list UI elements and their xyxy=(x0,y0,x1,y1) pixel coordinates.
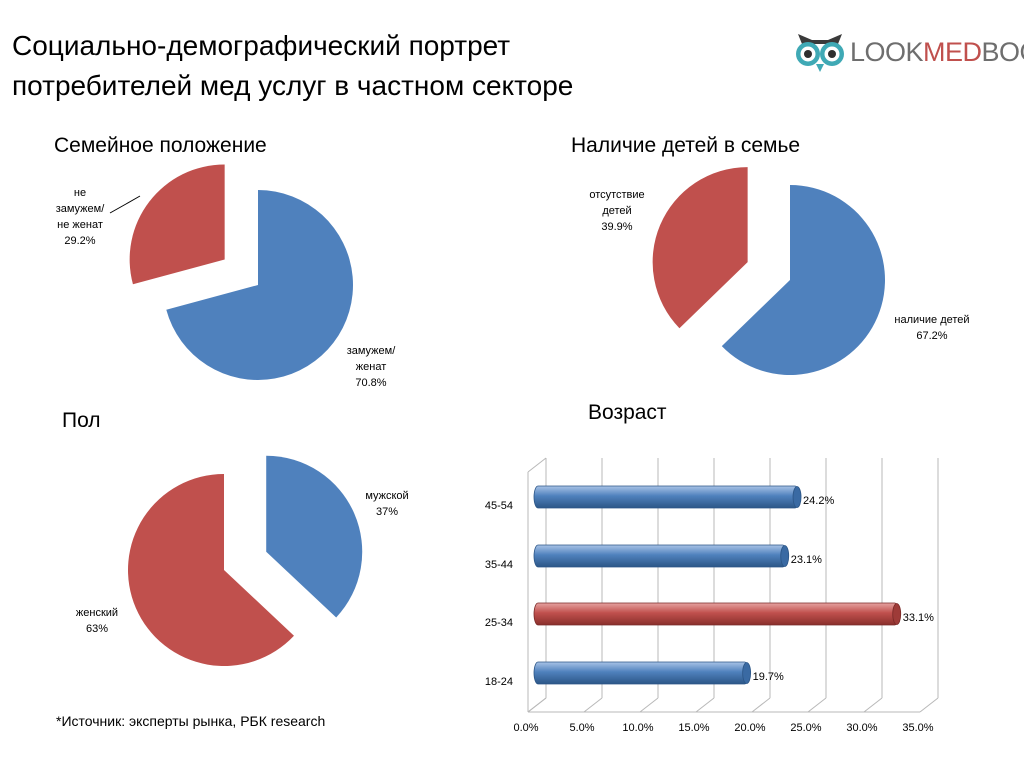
bar xyxy=(533,544,788,568)
logo-part-look: LOOK xyxy=(850,37,924,67)
gridline xyxy=(863,697,883,713)
gridline xyxy=(751,697,771,713)
label-line: детей xyxy=(602,205,632,217)
logo-wordmark: LOOKMEDBOOK xyxy=(850,36,1024,68)
label-value: 37% xyxy=(375,506,399,518)
label-line: женский xyxy=(75,607,119,619)
label-line: не женат xyxy=(57,219,103,231)
category-label: 25-34 xyxy=(485,617,513,629)
x-tick-label: 0.0% xyxy=(513,722,538,734)
bar-end-cap xyxy=(742,662,752,684)
value-label: 19.7% xyxy=(753,671,784,683)
pie-label-children-absent: отсутствие детей 39.9% xyxy=(578,187,656,235)
x-tick-label: 20.0% xyxy=(734,722,765,734)
pie-label-male: мужской 37% xyxy=(352,488,422,520)
category-label: 35-44 xyxy=(485,559,513,571)
label-value: 63% xyxy=(85,623,109,635)
pie-label-married: замужем/ женат 70.8% xyxy=(334,343,408,391)
section-title-family: Семейное положение xyxy=(54,134,267,157)
pie-slice-not-married xyxy=(129,164,225,285)
gridline xyxy=(527,697,547,713)
label-line: не xyxy=(73,187,87,199)
pie-label-female: женский 63% xyxy=(64,605,130,637)
label-line: наличие детей xyxy=(894,314,970,326)
x-tick-label: 15.0% xyxy=(678,722,709,734)
source-note: *Источник: эксперты рынка, РБК research xyxy=(56,713,326,729)
logo: LOOKMEDBOOK xyxy=(792,28,1024,76)
section-title-gender: Пол xyxy=(62,409,101,432)
pie-slice-male xyxy=(266,455,363,618)
section-title-children: Наличие детей в семье xyxy=(571,134,801,157)
label-value: 29.2% xyxy=(64,235,96,247)
x-tick-label: 10.0% xyxy=(622,722,653,734)
label-line: женат xyxy=(355,361,387,373)
page-title: Социально-демографический портрет потреб… xyxy=(12,26,573,106)
page-title-line-2: потребителей мед услуг в частном секторе xyxy=(12,70,574,101)
label-line: мужской xyxy=(365,490,409,502)
page-title-line-1: Социально-демографический портрет xyxy=(12,30,511,61)
bar-end-cap xyxy=(792,486,802,508)
bar-end-cap xyxy=(780,545,790,567)
logo-part-book: BOOK xyxy=(981,37,1024,67)
pie-slice-female xyxy=(128,474,294,666)
label-value: 70.8% xyxy=(355,377,387,389)
category-label: 18-24 xyxy=(485,676,513,688)
pie-slice-married xyxy=(166,190,353,380)
section-title-age: Возраст xyxy=(588,401,667,424)
gridline xyxy=(639,697,659,713)
x-tick-label: 5.0% xyxy=(569,722,594,734)
pie-label-children-present: наличие детей 67.2% xyxy=(880,312,984,344)
x-tick-label: 25.0% xyxy=(790,722,821,734)
gridline xyxy=(919,697,939,713)
gridline xyxy=(807,697,827,713)
label-line: замужем/ xyxy=(55,203,105,215)
x-tick-label: 30.0% xyxy=(846,722,877,734)
logo-part-med: MED xyxy=(923,37,982,67)
owl-icon xyxy=(796,34,844,72)
pie-slice-children-present xyxy=(721,185,885,375)
axis-line xyxy=(527,457,547,473)
label-value: 39.9% xyxy=(601,221,633,233)
pie-label-not-married: не замужем/ не женат 29.2% xyxy=(44,185,116,249)
value-label: 24.2% xyxy=(803,495,834,507)
label-line: отсутствие xyxy=(589,189,645,201)
category-label: 45-54 xyxy=(485,500,513,512)
pie-slice-children-absent xyxy=(652,167,748,329)
bar xyxy=(533,485,800,509)
label-value: 67.2% xyxy=(916,330,948,342)
x-tick-label: 35.0% xyxy=(902,722,933,734)
bar-end-cap xyxy=(892,603,902,625)
gridline xyxy=(695,697,715,713)
bar xyxy=(533,661,750,685)
value-label: 33.1% xyxy=(903,612,934,624)
axis-line xyxy=(527,697,547,713)
label-line: замужем/ xyxy=(346,345,396,357)
bar xyxy=(533,602,900,626)
value-label: 23.1% xyxy=(791,554,822,566)
gridline xyxy=(583,697,603,713)
